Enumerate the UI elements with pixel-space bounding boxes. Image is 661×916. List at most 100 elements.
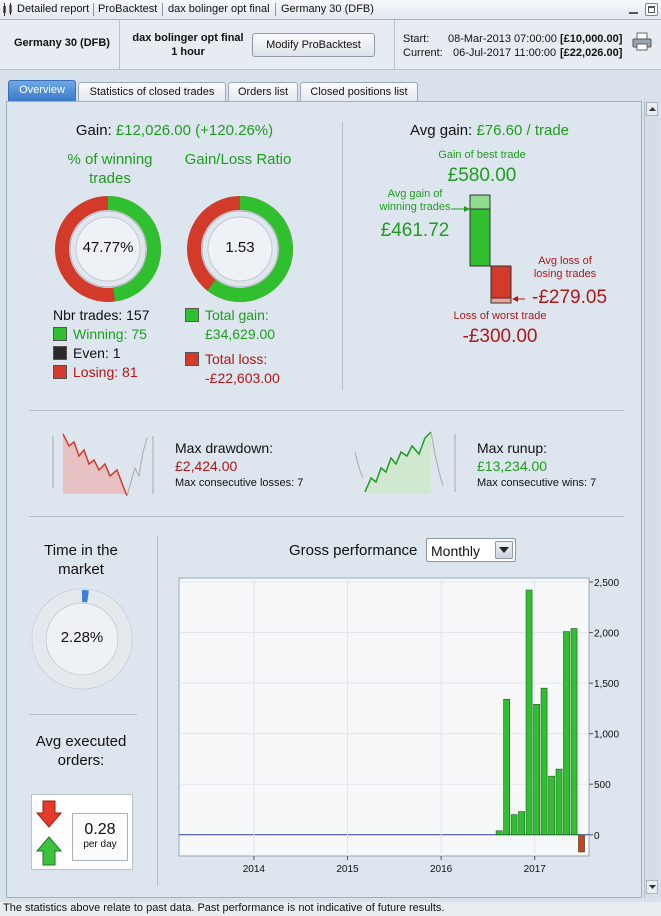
disclaimer: The statistics above relate to past data… xyxy=(0,902,661,916)
divider-horizontal-2 xyxy=(29,516,624,517)
trade-counts: Nbr trades: 157 Winning: 75 Even: 1 Losi… xyxy=(53,306,150,382)
total-loss-label: Total loss: xyxy=(205,351,268,367)
period-select[interactable]: Monthly xyxy=(426,538,516,562)
tab-overview[interactable]: Overview xyxy=(8,80,76,101)
scroll-down-button[interactable] xyxy=(646,880,658,894)
time-in-market-arc xyxy=(33,590,131,688)
total-gain-row: Total gain: xyxy=(185,306,280,325)
winning-donut-win-arc xyxy=(55,196,161,302)
chevron-down-icon[interactable] xyxy=(495,541,513,559)
max-runup-value: £13,234.00 xyxy=(477,458,548,474)
strategy-name: dax bolinger opt final xyxy=(132,32,244,44)
x-tick-label: 2016 xyxy=(430,864,453,875)
ratio-donut xyxy=(187,196,293,302)
max-drawdown-value: £2,424.00 xyxy=(175,458,238,474)
runup-sparkline xyxy=(354,431,456,494)
gain-bar xyxy=(548,775,555,836)
best-trade-value: £580.00 xyxy=(447,165,517,186)
start-date: 08-Mar-2013 07:00:00 xyxy=(448,33,557,45)
y-tick-label: 0 xyxy=(594,831,600,842)
gain-bar xyxy=(495,830,503,836)
gain-bar xyxy=(510,814,518,836)
avg-win-value: £461.72 xyxy=(380,220,450,241)
total-gain: £34,629.00 xyxy=(205,326,276,342)
max-consecutive-losses: Max consecutive losses: 7 xyxy=(175,477,304,489)
time-in-market-title: Time in the market xyxy=(44,542,118,578)
breadcrumb-report[interactable]: Detailed report xyxy=(17,3,90,15)
minimize-icon[interactable] xyxy=(628,4,640,16)
even-swatch xyxy=(53,346,67,360)
vertical-scrollbar[interactable] xyxy=(644,101,659,898)
overview-panel: Gain: £12,026.00 (+120.26%) % of winning… xyxy=(6,101,642,898)
avg-loss-label: Avg loss of losing trades xyxy=(533,255,597,280)
print-icon[interactable] xyxy=(632,32,652,52)
instrument-name: Germany 30 (DFB) xyxy=(14,37,110,49)
divider-horizontal-1 xyxy=(29,410,624,411)
winning-pct: 47.77% xyxy=(82,239,134,256)
buy-sell-arrows-icon xyxy=(35,800,63,866)
x-tick-label: 2015 xyxy=(336,864,359,875)
gross-performance-label: Gross performance xyxy=(289,542,418,559)
avg-orders-box: 0.28 per day xyxy=(72,813,128,861)
winning-count-row: Winning: 75 xyxy=(53,325,150,344)
avg-loss-value: -£279.05 xyxy=(532,287,608,308)
avg-orders-unit: per day xyxy=(83,839,117,850)
chart-plot-area xyxy=(178,577,590,857)
y-tick-label: 1,000 xyxy=(594,730,619,741)
gain-bar xyxy=(563,631,570,836)
gain-bar xyxy=(555,768,563,836)
total-loss-row: Total loss: xyxy=(185,350,280,369)
worst-trade-label: Loss of worst trade xyxy=(453,310,547,322)
current-label: Current: xyxy=(403,47,443,59)
avg-gain-bars xyxy=(451,194,525,304)
total-gain-label: Total gain: xyxy=(205,307,269,323)
max-drawdown-label: Max drawdown: xyxy=(175,440,274,456)
ratio-title: Gain/Loss Ratio xyxy=(184,151,292,168)
worst-trade-bar-part xyxy=(490,297,512,304)
avg-orders-card: 0.28 per day xyxy=(31,794,133,870)
scroll-up-button[interactable] xyxy=(646,102,658,116)
current-capital: [£22,026.00] xyxy=(560,47,623,59)
x-tick-label: 2014 xyxy=(243,864,266,875)
breadcrumb-probacktest[interactable]: ProBacktest xyxy=(98,3,158,15)
loss-bar xyxy=(578,834,585,853)
best-trade-bar-part xyxy=(469,194,491,210)
losing-count-row: Losing: 81 xyxy=(53,363,150,382)
breadcrumb-instrument[interactable]: Germany 30 (DFB) xyxy=(281,3,374,15)
best-trade-label: Gain of best trade xyxy=(438,149,526,161)
avg-orders-title: Avg executed orders: xyxy=(35,733,127,769)
even-count-row: Even: 1 xyxy=(53,344,150,363)
max-runup-label: Max runup: xyxy=(477,440,548,456)
divider-vertical-top xyxy=(342,122,343,390)
time-in-market-pct: 2.28% xyxy=(60,629,104,646)
y-tick-label: 1,500 xyxy=(594,679,619,690)
winning-count: Winning: 75 xyxy=(73,326,147,342)
gross-performance-chart: 2,500 2,000 1,500 1,000 500 0 2014 2015 2016 2017 xyxy=(178,577,619,875)
breadcrumb-strategy[interactable]: dax bolinger opt final xyxy=(168,3,270,15)
max-consecutive-wins: Max consecutive wins: 7 xyxy=(477,477,597,489)
strategy-cell: dax bolinger opt final 1 hour Modify Pro… xyxy=(120,20,395,70)
candlestick-icon xyxy=(3,3,12,16)
period-select-value: Monthly xyxy=(431,543,481,559)
gain-bar xyxy=(503,699,510,836)
y-tick-label: 500 xyxy=(594,780,611,791)
modify-probacktest-button[interactable]: Modify ProBacktest xyxy=(252,33,375,57)
total-loss: -£22,603.00 xyxy=(205,370,280,386)
y-tick-label: 2,500 xyxy=(594,578,619,589)
instrument-cell: Germany 30 (DFB) xyxy=(0,20,120,70)
x-tick-label: 2017 xyxy=(524,864,547,875)
avg-gain-value: £76.60 / trade xyxy=(476,122,570,139)
gain-loss-totals: Total gain: £34,629.00 Total loss: -£22,… xyxy=(185,306,280,388)
losing-swatch xyxy=(53,365,67,379)
gain-bar xyxy=(525,589,533,836)
losing-count: Losing: 81 xyxy=(73,364,138,380)
ratio-donut-gain-arc xyxy=(187,196,293,302)
tab-orders-list[interactable]: Orders list xyxy=(228,82,298,101)
tab-statistics-closed-trades[interactable]: Statistics of closed trades xyxy=(78,82,226,101)
avg-gain-label: Avg gain: xyxy=(409,122,473,139)
tab-closed-positions-list[interactable]: Closed positions list xyxy=(300,82,418,101)
total-gain-swatch xyxy=(185,308,199,322)
divider-vertical-bottom xyxy=(157,536,158,886)
maximize-icon[interactable] xyxy=(645,3,658,16)
winning-title: % of winning trades xyxy=(67,151,153,187)
